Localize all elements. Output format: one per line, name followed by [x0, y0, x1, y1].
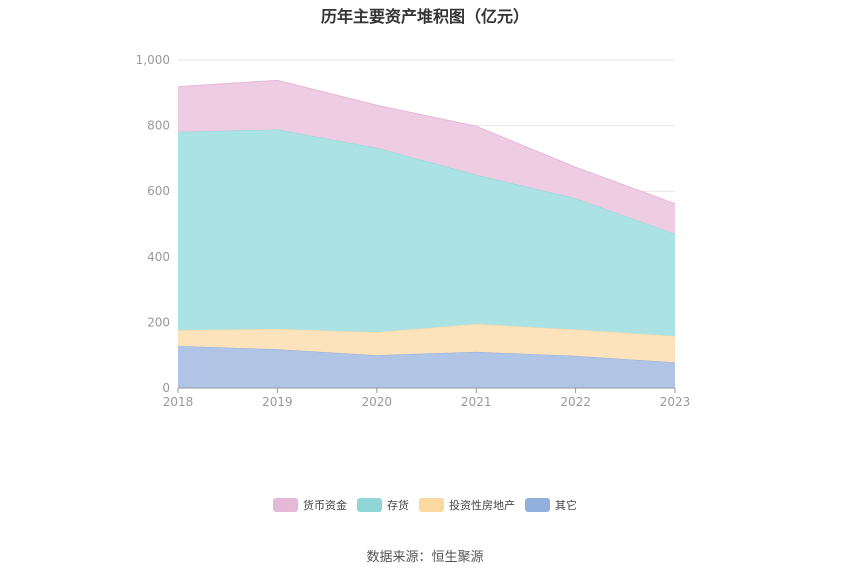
x-tick-label: 2018: [163, 395, 194, 409]
legend-swatch-cash: [273, 498, 298, 512]
y-tick-label: 1,000: [136, 53, 170, 67]
legend-item-inventory[interactable]: 存货: [357, 497, 409, 513]
legend-item-cash[interactable]: 货币资金: [273, 497, 347, 513]
area-series-3[interactable]: [178, 80, 675, 234]
y-tick-label: 400: [147, 250, 170, 264]
y-tick-label: 600: [147, 184, 170, 198]
legend-label-investment-property: 投资性房地产: [449, 499, 515, 512]
legend-item-investment-property[interactable]: 投资性房地产: [419, 497, 515, 513]
data-source: 数据来源：恒生聚源: [366, 550, 484, 565]
x-tick-label: 2022: [560, 395, 591, 409]
legend-swatch-investment-property: [419, 498, 444, 512]
legend-label-inventory: 存货: [387, 499, 409, 512]
legend-swatch-inventory: [357, 498, 382, 512]
legend-swatch-other: [525, 498, 550, 512]
x-tick-label: 2019: [262, 395, 293, 409]
chart-title: 历年主要资产堆积图（亿元）: [320, 7, 529, 26]
legend: 货币资金 存货 投资性房地产 其它: [0, 497, 850, 513]
series-line-3: [177, 79, 676, 205]
x-tick-label: 2021: [461, 395, 492, 409]
area-series-group: [177, 79, 676, 388]
area-series-1[interactable]: [178, 324, 675, 363]
axes: 0 200 400 600 800 1,000 2018 2019 2020 2021 2022 20…: [136, 53, 691, 409]
y-tick-label: 800: [147, 119, 170, 133]
legend-label-other: 其它: [555, 499, 577, 512]
legend-label-cash: 货币资金: [303, 499, 347, 512]
legend-item-other[interactable]: 其它: [525, 497, 577, 513]
x-tick-label: 2020: [362, 395, 393, 409]
y-tick-label: 200: [147, 315, 170, 329]
area-series-0[interactable]: [178, 346, 675, 388]
x-tick-label: 2023: [660, 395, 691, 409]
y-tick-label: 0: [162, 381, 170, 395]
area-series-2[interactable]: [178, 129, 675, 337]
